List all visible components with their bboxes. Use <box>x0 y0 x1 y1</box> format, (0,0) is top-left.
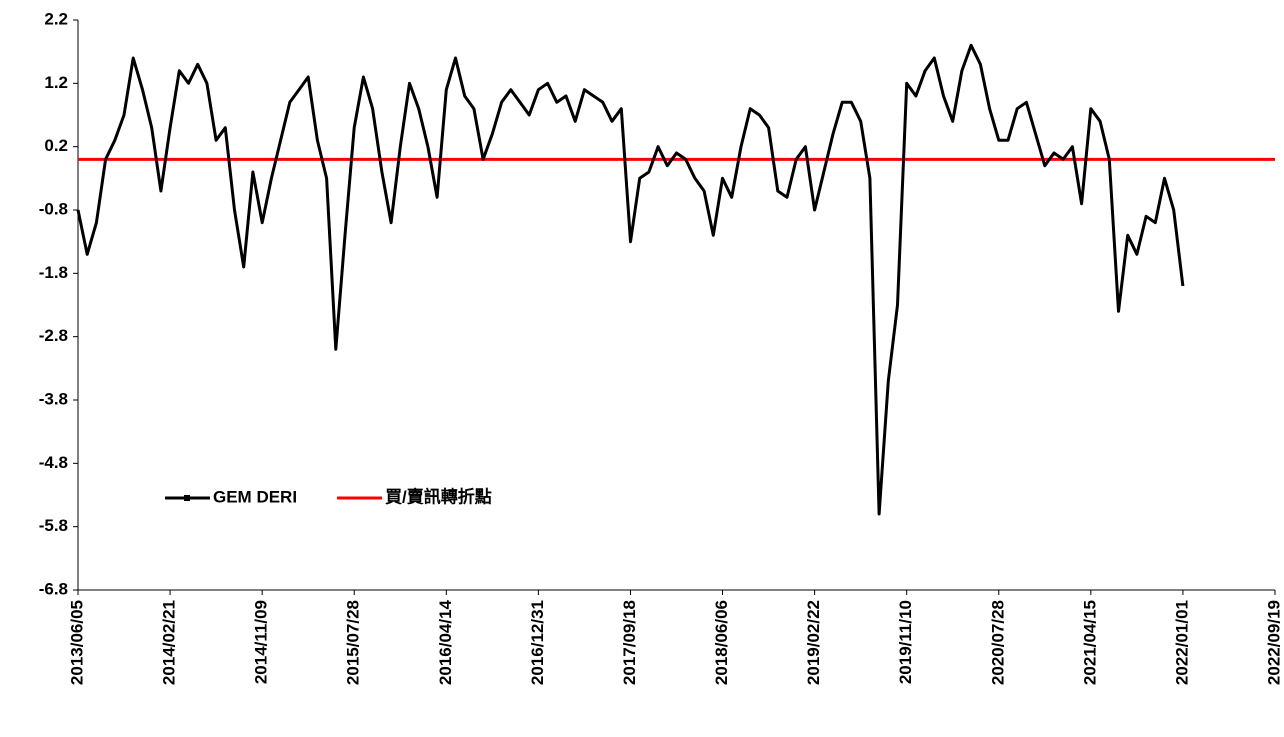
legend-marker <box>184 495 190 501</box>
y-tick-label: -2.8 <box>39 326 68 345</box>
x-tick-label: 2016/12/31 <box>528 600 547 685</box>
x-tick-label: 2015/07/28 <box>344 600 363 685</box>
x-tick-label: 2014/02/21 <box>160 600 179 685</box>
y-tick-label: 0.2 <box>44 136 68 155</box>
legend-label: 買/賣訊轉折點 <box>385 486 492 506</box>
x-tick-label: 2017/09/18 <box>620 600 639 685</box>
x-tick-label: 2022/01/01 <box>1172 600 1191 685</box>
x-tick-label: 2013/06/05 <box>67 600 86 685</box>
x-tick-label: 2016/04/14 <box>436 599 455 685</box>
x-tick-label: 2014/11/09 <box>252 600 271 684</box>
x-tick-label: 2019/02/22 <box>804 600 823 685</box>
x-tick-label: 2022/09/19 <box>1264 600 1283 685</box>
y-tick-label: 1.2 <box>44 73 68 92</box>
legend-label: GEM DERI <box>213 487 297 506</box>
y-tick-label: -5.8 <box>39 516 68 535</box>
x-tick-label: 2020/07/28 <box>988 600 1007 685</box>
x-tick-label: 2018/06/06 <box>712 600 731 685</box>
y-tick-label: -3.8 <box>39 389 68 408</box>
y-tick-label: -6.8 <box>39 579 68 598</box>
y-tick-label: -1.8 <box>39 263 68 282</box>
y-tick-label: -0.8 <box>39 199 68 218</box>
x-tick-label: 2019/11/10 <box>896 600 915 684</box>
y-tick-label: -4.8 <box>39 453 68 472</box>
data-line <box>76 43 1185 516</box>
y-tick-label: 2.2 <box>44 9 68 28</box>
x-tick-label: 2021/04/15 <box>1080 600 1099 685</box>
